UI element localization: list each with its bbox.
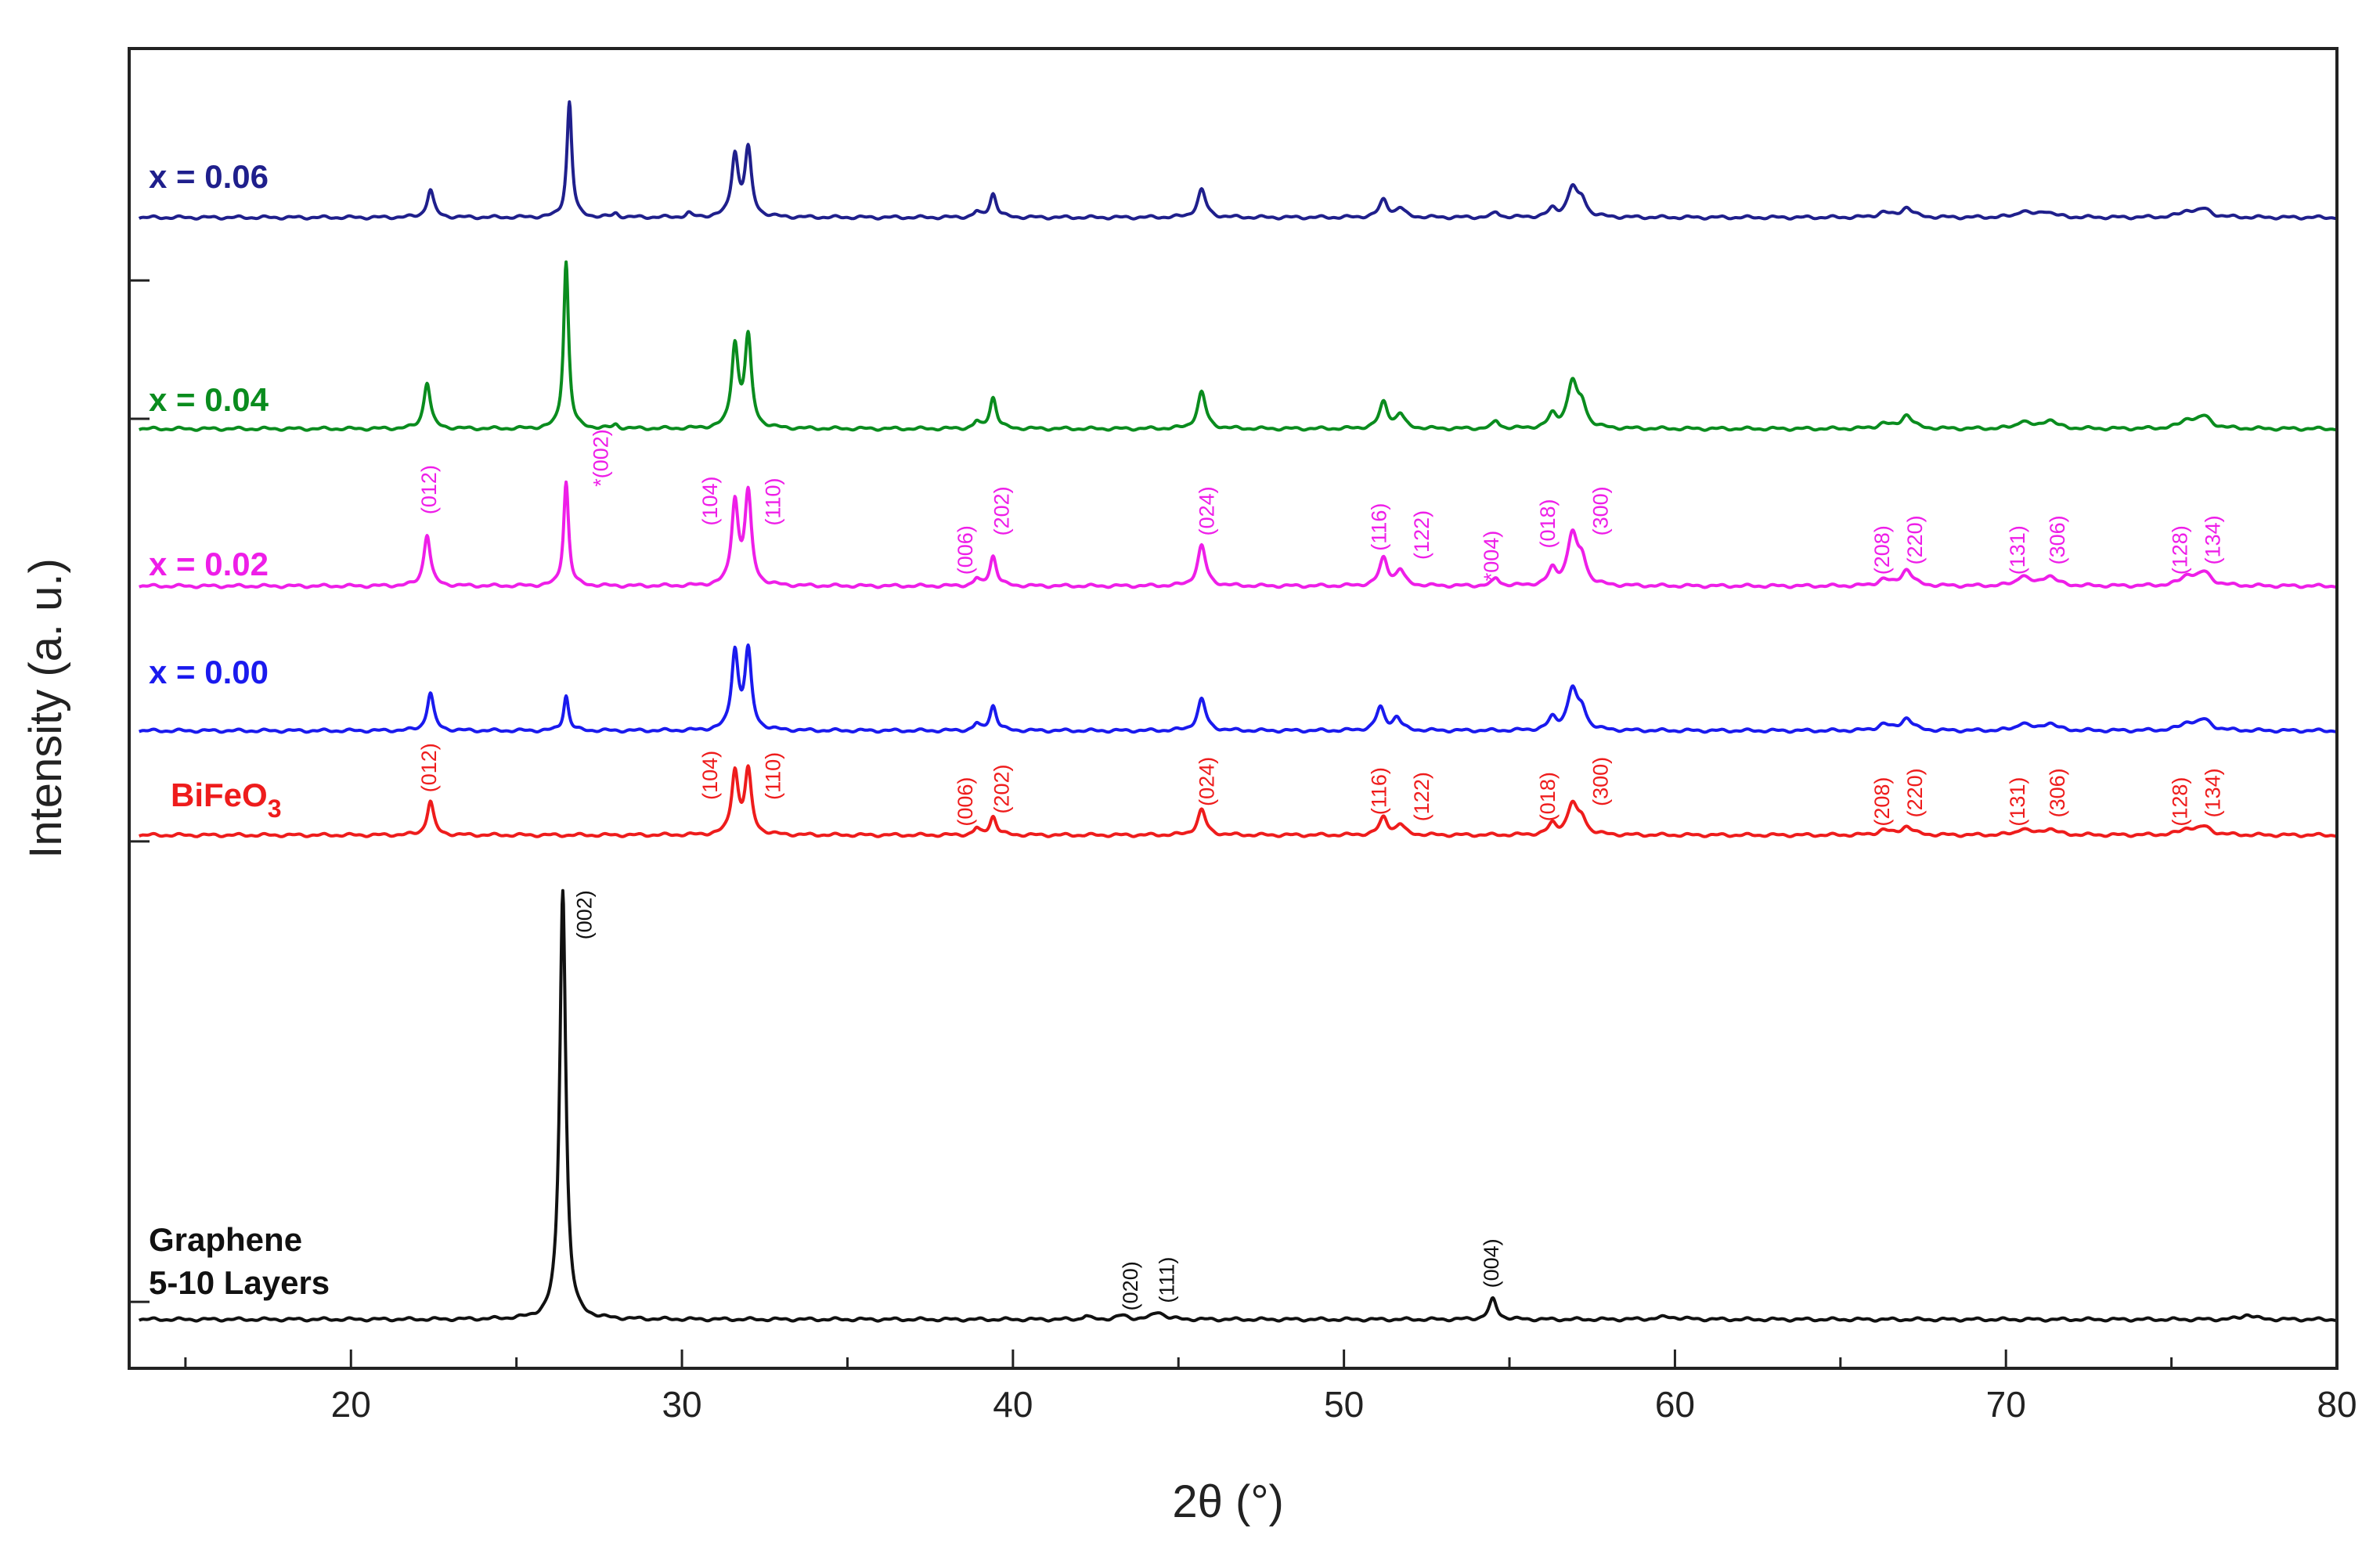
peak-label: (110) (762, 478, 785, 526)
peak-label: (122) (1410, 772, 1433, 821)
series-line-graphene-5-10-layers (138, 888, 2338, 1323)
peak-label: (111) (1156, 1257, 1179, 1303)
x-tick-label: 20 (331, 1384, 371, 1425)
peak-label: (131) (2006, 525, 2029, 575)
peak-label: (006) (954, 525, 977, 575)
peak-label: (220) (1903, 768, 1927, 817)
peak-label: *(002) (590, 429, 613, 487)
peak-label: (134) (2202, 768, 2225, 817)
peak-label: (024) (1195, 486, 1218, 535)
peak-label: (104) (698, 477, 722, 526)
x-tick-label: 50 (1324, 1384, 1364, 1425)
peak-label: (128) (2168, 777, 2191, 827)
peak-label: (012) (417, 743, 441, 792)
x-tick-label: 80 (2317, 1384, 2357, 1425)
peak-label: (002) (573, 890, 597, 939)
series-label-bifeo3: BiFeO3 (171, 777, 281, 823)
peak-label: (202) (990, 486, 1013, 535)
y-axis-title: Intensity (a. u.) (20, 558, 71, 859)
peak-label: (018) (1536, 499, 1560, 548)
peak-label: (300) (1589, 757, 1613, 806)
plot-frame (128, 47, 2339, 1370)
label-layer: x = 0.06 x = 0.04 x = 0.02 x = 0.00 BiFeO3 Gr… (149, 158, 330, 1301)
series-line-x-0-02 (138, 480, 2338, 589)
x-tick-label: 30 (662, 1384, 701, 1425)
series-label-x-0-04: x = 0.04 (149, 381, 269, 418)
peak-label: (110) (762, 752, 785, 800)
peak-label: (134) (2202, 515, 2225, 564)
peak-label: (104) (698, 751, 722, 800)
peak-label: (306) (2046, 515, 2069, 564)
series-line-x-0-04 (138, 260, 2338, 432)
peak-label: (004) (1480, 1238, 1503, 1288)
peak-label: (128) (2168, 525, 2191, 575)
peak-label: (020) (1119, 1261, 1142, 1310)
series-label-graphene: Graphene (149, 1221, 302, 1258)
peak-label: *004) (1480, 531, 1503, 582)
peak-label: (202) (990, 765, 1013, 814)
series-line-bifeo3 (138, 764, 2338, 838)
x-tick-label: 60 (1655, 1384, 1695, 1425)
peak-label: (300) (1589, 486, 1613, 535)
peak-label: (116) (1367, 767, 1390, 815)
peak-label: (131) (2006, 777, 2029, 827)
peak-label: (306) (2046, 768, 2069, 817)
peak-label: (208) (1870, 525, 1894, 575)
peak-label: (116) (1367, 503, 1390, 551)
peak-label: (024) (1195, 757, 1218, 806)
series-layer (138, 100, 2338, 1323)
series-label-x-0-00: x = 0.00 (149, 654, 269, 690)
series-label-x-0-06: x = 0.06 (149, 158, 269, 195)
peak-label: (018) (1536, 772, 1560, 821)
tick-layer: 20 30 40 50 60 70 80 (129, 279, 2357, 1425)
x-axis-title: 2θ (°) (1172, 1476, 1283, 1527)
series-line-x-0-06 (138, 100, 2338, 221)
x-tick-label: 40 (993, 1384, 1033, 1425)
x-tick-label: 70 (1986, 1384, 2026, 1425)
peak-label: (208) (1870, 777, 1894, 827)
annotation-layer: (012) *(002) (104) (110) (006) (202) (024) (116… (417, 429, 2225, 1310)
peak-label: (220) (1903, 515, 1927, 564)
series-label-x-0-02: x = 0.02 (149, 546, 269, 582)
peak-label: (122) (1410, 510, 1433, 560)
peak-label: (012) (417, 465, 441, 514)
peak-label: (006) (954, 777, 977, 827)
series-line-x-0-00 (138, 643, 2338, 734)
series-label-graphene: 5-10 Layers (149, 1264, 330, 1301)
